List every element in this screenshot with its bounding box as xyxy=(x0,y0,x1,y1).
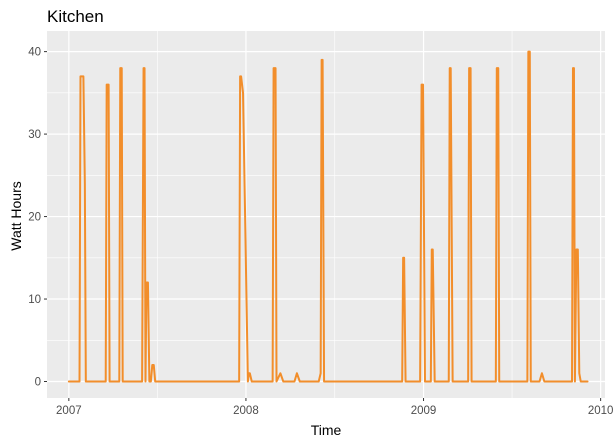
x-tick-label: 2010 xyxy=(588,405,613,417)
y-tick-label: 40 xyxy=(28,47,41,59)
series-layer xyxy=(67,50,589,383)
x-tick-label: 2008 xyxy=(233,405,259,417)
y-tick-label: 0 xyxy=(35,377,41,389)
x-tick-label: 2009 xyxy=(411,405,437,417)
chart-title: Kitchen xyxy=(47,7,104,26)
series-line xyxy=(67,50,589,383)
grid-minor xyxy=(47,31,605,398)
x-tick-label: 2007 xyxy=(56,405,82,417)
x-axis: 2007 2008 2009 2010 xyxy=(56,398,613,417)
x-axis-label: Time xyxy=(311,422,342,438)
plot-panel xyxy=(47,31,605,398)
y-tick-label: 10 xyxy=(28,294,41,306)
y-tick-label: 20 xyxy=(28,212,41,224)
y-tick-label: 30 xyxy=(28,129,41,141)
y-axis: 0 10 20 30 40 xyxy=(28,47,47,389)
y-axis-label: Watt Hours xyxy=(8,181,24,251)
